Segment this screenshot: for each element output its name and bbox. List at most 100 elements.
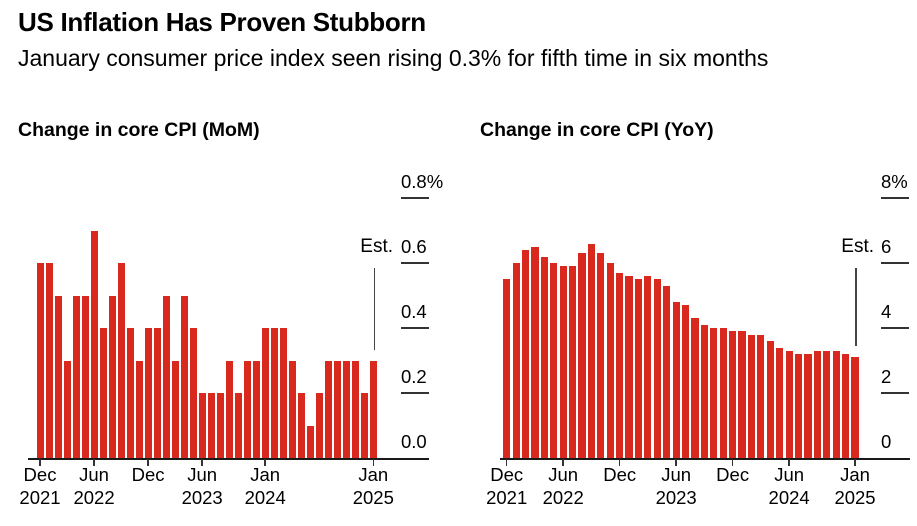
x-tick-label: Dec (603, 464, 637, 485)
y-tick-label: 0.0 (401, 431, 427, 452)
bar-may-2023 (663, 285, 671, 458)
bar-nov-2022 (135, 360, 143, 458)
bar-nov-2022 (606, 263, 614, 458)
bar-nov-2023 (719, 328, 727, 458)
bar-sep-2022 (587, 243, 595, 458)
bar-jun-2023 (672, 302, 680, 458)
bar-mar-2024 (279, 328, 287, 458)
y-tick (401, 262, 429, 264)
x-tick (372, 459, 375, 466)
estimate-label: Est. (841, 236, 874, 257)
y-tick-label: 2 (881, 366, 892, 387)
bar-jan-2025 (851, 357, 859, 458)
bar-jun-2022 (559, 266, 567, 458)
bar-may-2023 (189, 328, 197, 458)
bar-aug-2024 (324, 360, 332, 458)
bar-apr-2024 (288, 360, 296, 458)
y-tick (881, 327, 909, 329)
bar-feb-2022 (521, 250, 530, 458)
bar-jul-2022 (99, 328, 107, 458)
bar-feb-2024 (270, 328, 278, 458)
x-tick-label: Jan 2025 (834, 464, 876, 508)
bar-feb-2024 (747, 334, 756, 458)
estimate-pointer-line (855, 268, 857, 346)
bar-dec-2021 (503, 279, 511, 458)
bar-mar-2024 (757, 334, 765, 458)
x-tick-label: Jun 2023 (655, 464, 697, 508)
bar-nov-2024 (832, 350, 840, 458)
bar-nov-2024 (351, 360, 359, 458)
x-tick-label: Dec 2021 (19, 464, 61, 508)
y-tick (881, 392, 909, 394)
x-tick (854, 459, 856, 466)
bar-sep-2024 (333, 360, 341, 458)
bar-mar-2022 (63, 360, 71, 458)
y-tick-label: 6 (881, 236, 892, 257)
bar-dec-2024 (842, 354, 850, 458)
bar-dec-2021 (36, 263, 44, 458)
bar-may-2024 (776, 347, 784, 458)
bar-oct-2023 (710, 328, 718, 458)
y-tick-label: 4 (881, 301, 892, 322)
bar-sep-2023 (700, 324, 708, 458)
bar-nov-2023 (243, 360, 251, 458)
bar-jun-2023 (198, 393, 206, 458)
x-tick (788, 459, 790, 466)
bar-may-2022 (81, 295, 89, 458)
x-tick-label: Jun 2022 (542, 464, 584, 508)
y-tick (401, 392, 429, 394)
bar-jun-2024 (785, 350, 793, 458)
x-tick-label: Jan 2024 (244, 464, 286, 508)
x-tick-label: Jan 2025 (352, 464, 394, 508)
bar-feb-2023 (634, 279, 643, 458)
bar-mar-2022 (531, 246, 539, 458)
bar-apr-2022 (540, 256, 548, 458)
y-tick-label: 0.6 (401, 236, 427, 257)
bar-dec-2024 (360, 393, 368, 458)
y-tick-label: 0.2 (401, 366, 427, 387)
bar-aug-2023 (216, 393, 224, 458)
bar-apr-2022 (72, 295, 80, 458)
y-tick-label: 0.4 (401, 301, 427, 322)
bar-dec-2022 (144, 328, 152, 458)
bar-jan-2023 (153, 328, 161, 458)
bar-aug-2022 (108, 295, 116, 458)
bar-oct-2024 (823, 350, 831, 458)
bar-apr-2023 (653, 279, 661, 458)
bar-feb-2022 (54, 295, 62, 458)
x-tick (675, 459, 677, 466)
bar-jun-2024 (306, 425, 314, 458)
x-tick (93, 459, 95, 466)
bar-aug-2023 (691, 318, 699, 458)
page-subtitle: January consumer price index seen rising… (18, 45, 769, 71)
bar-dec-2023 (729, 331, 737, 458)
bar-jan-2024 (261, 328, 269, 458)
bar-oct-2024 (342, 360, 350, 458)
bar-may-2022 (550, 263, 558, 458)
x-tick (201, 459, 203, 466)
x-tick-label: Jun 2024 (768, 464, 810, 508)
bar-apr-2024 (766, 341, 774, 458)
x-tick-label: Jun 2023 (181, 464, 223, 508)
bar-oct-2022 (126, 328, 134, 458)
x-tick (618, 459, 621, 466)
x-tick (39, 459, 41, 466)
x-tick (731, 459, 734, 466)
x-tick-label: Dec 2021 (486, 464, 528, 508)
bar-jan-2022 (45, 263, 53, 458)
bar-jul-2024 (794, 354, 803, 458)
estimate-label: Est. (360, 236, 393, 257)
bar-jun-2022 (90, 230, 98, 458)
chart-title-mom: Change in core CPI (MoM) (18, 119, 260, 141)
x-tick (147, 459, 149, 466)
x-tick (505, 459, 508, 466)
x-tick-label: Dec (716, 464, 750, 485)
page-title: US Inflation Has Proven Stubborn (18, 7, 426, 37)
bar-jul-2022 (568, 266, 577, 458)
bar-sep-2022 (117, 263, 125, 458)
bar-oct-2023 (234, 393, 242, 458)
estimate-pointer-line (373, 268, 375, 350)
y-tick-label: 0 (881, 431, 892, 452)
y-tick (401, 327, 429, 329)
